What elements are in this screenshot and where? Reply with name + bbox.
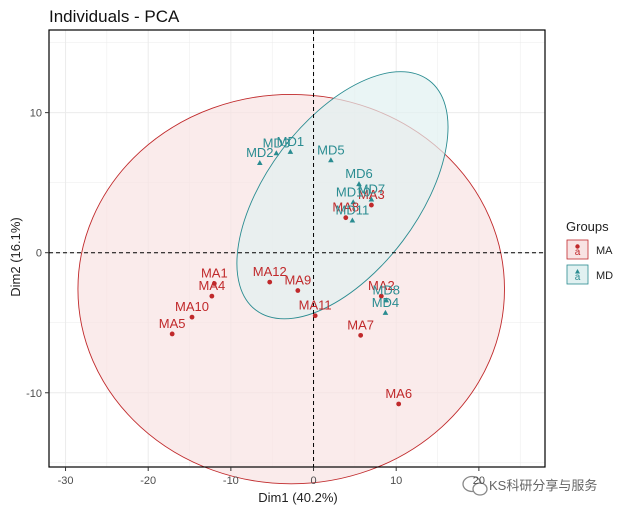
- point-label-ma1: MA1: [201, 266, 228, 281]
- x-tick-label: -10: [223, 475, 239, 487]
- y-tick-label: 0: [36, 248, 42, 260]
- y-tick-label: -10: [26, 388, 42, 400]
- point-label-ma3: MA3: [358, 187, 385, 202]
- point-label-md2: MD2: [246, 145, 273, 160]
- legend-key-md: a: [566, 264, 589, 285]
- point-md3: [273, 150, 280, 156]
- point-ma4: [209, 293, 215, 299]
- point-md2: [257, 160, 263, 166]
- point-md10: [350, 199, 357, 205]
- point-md4: [382, 309, 389, 315]
- point-ma5: [169, 331, 175, 337]
- point-label-md10: MD10: [336, 184, 371, 199]
- point-md6: [356, 181, 362, 187]
- point-md7: [368, 196, 375, 202]
- point-label-md6: MD6: [345, 166, 372, 181]
- x-tick-label: 20: [473, 475, 485, 487]
- point-label-ma12: MA12: [253, 264, 287, 279]
- point-label-md7: MD7: [358, 181, 385, 196]
- confidence-ellipses: [77, 71, 505, 485]
- chart-title: Individuals - PCA: [49, 7, 180, 26]
- point-ma7: [358, 332, 364, 338]
- point-label-ma10: MA10: [175, 299, 209, 314]
- point-labels: MA1 MA2 MA3 MA4 MA5 MA6 MA7 MA8 MA9 MA10 MA11 MA12 M…: [159, 134, 412, 401]
- y-tick-label: 10: [30, 108, 42, 120]
- point-label-ma5: MA5: [159, 316, 186, 331]
- watermark: KS科研分享与服务: [462, 475, 597, 496]
- point-ma11: [312, 313, 318, 319]
- legend-key-box: [566, 264, 589, 285]
- point-label-ma6: MA6: [385, 386, 412, 401]
- point-label-md11: MD11: [336, 202, 370, 217]
- point-md11: [349, 217, 356, 223]
- legend-key-box: [566, 239, 589, 260]
- point-label-md5: MD5: [317, 142, 344, 157]
- plot-panel: MA1 MA2 MA3 MA4 MA5 MA6 MA7 MA8 MA9 MA10 MA11 MA12 M…: [48, 29, 546, 485]
- legend-key-glyph: a: [575, 272, 581, 283]
- plot-border: [48, 29, 546, 468]
- point-ma1: [211, 281, 217, 286]
- point-md8: [383, 297, 390, 303]
- legend-title: Groups: [566, 219, 609, 234]
- legend-label-ma: MA: [596, 245, 613, 257]
- point-ma10: [189, 314, 195, 320]
- point-ma6: [396, 401, 402, 407]
- point-label-ma2: MA2: [368, 278, 395, 293]
- x-tick-label: 0: [310, 475, 316, 487]
- point-label-md4: MD4: [372, 295, 399, 310]
- x-tick-label: -30: [58, 475, 74, 487]
- point-label-ma9: MA9: [284, 273, 311, 288]
- point-ma8: [343, 215, 349, 221]
- legend-key-point: [575, 244, 580, 249]
- point-md1: [287, 148, 294, 154]
- point-label-md1: MD1: [277, 134, 304, 149]
- point-ma3: [369, 202, 374, 208]
- point-md5: [328, 157, 334, 163]
- legend-key-ma: a: [566, 239, 589, 260]
- point-ma9: [295, 288, 301, 293]
- point-ma2: [378, 293, 384, 299]
- legend-label-md: MD: [596, 270, 613, 282]
- ellipse-md: [236, 71, 449, 320]
- point-label-md8: MD8: [373, 282, 400, 297]
- x-tick-label: 10: [390, 475, 402, 487]
- point-label-ma4: MA4: [198, 278, 225, 293]
- watermark-text: KS科研分享与服务: [489, 478, 597, 493]
- legend-key-glyph: a: [575, 247, 581, 258]
- point-label-md3: MD3: [263, 135, 290, 150]
- x-tick-label: -20: [140, 475, 156, 487]
- point-label-ma8: MA8: [332, 200, 359, 215]
- data-points: [169, 148, 402, 407]
- x-axis-title: Dim1 (40.2%): [258, 490, 337, 505]
- point-label-ma11: MA11: [299, 298, 332, 313]
- point-ma12: [267, 279, 273, 285]
- axes: -30 -20 -10 0 10 20 -10 0 10: [26, 108, 485, 487]
- y-axis-title: Dim2 (16.1%): [8, 217, 23, 296]
- point-label-ma7: MA7: [347, 317, 374, 332]
- wechat-icon: [462, 475, 488, 496]
- legend-key-point: [575, 269, 580, 274]
- legend: Groups a MA a MD: [566, 219, 613, 285]
